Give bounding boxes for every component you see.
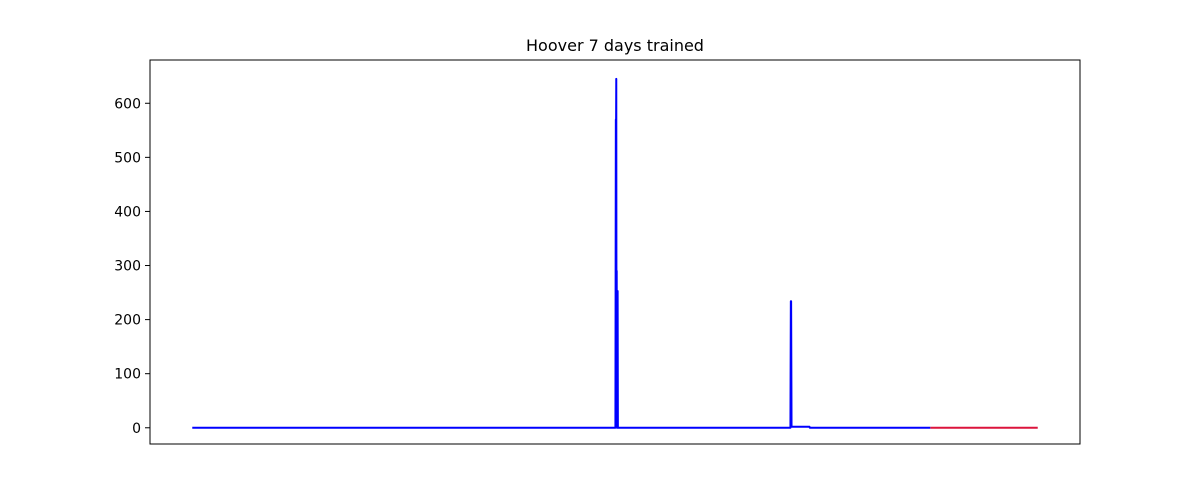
- y-tick-label: 500: [114, 150, 141, 166]
- plot-area-frame: [149, 59, 1081, 445]
- series-line-0: [192, 77, 931, 429]
- y-tick-label: 400: [114, 204, 141, 220]
- y-tick-label: 0: [132, 421, 141, 437]
- chart-title: Hoover 7 days trained: [526, 36, 704, 55]
- y-axis: 0 100 200 300 400 500 600: [114, 96, 150, 437]
- y-tick-label: 200: [114, 313, 141, 329]
- y-tick-label: 100: [114, 367, 141, 383]
- y-tick-label: 600: [114, 96, 141, 112]
- y-tick-label: 300: [114, 259, 141, 275]
- series-layer: [192, 77, 1038, 429]
